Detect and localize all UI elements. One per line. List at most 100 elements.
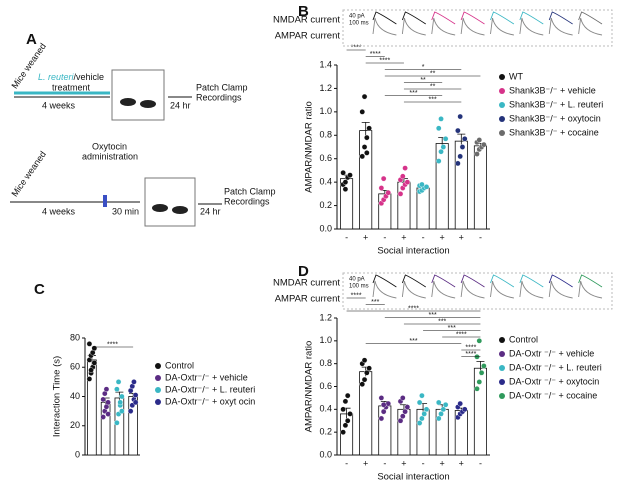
- significance-label: ***: [448, 325, 456, 332]
- trace-box: [342, 9, 613, 47]
- x-tick-label: +: [363, 232, 368, 242]
- trace: [401, 11, 426, 25]
- data-point: [340, 406, 346, 413]
- scale-bar: 40 pA: [349, 14, 365, 20]
- data-point: [359, 153, 366, 160]
- trace-label: NMDAR current: [273, 15, 340, 26]
- data-point: [397, 191, 404, 197]
- legend-label: Control: [165, 360, 194, 370]
- trace: [372, 17, 397, 36]
- wait: 30 min: [112, 206, 139, 216]
- trace: [578, 280, 603, 299]
- data-point: [476, 338, 483, 344]
- y-axis-label: AMPAR/NMDAR ratio: [304, 341, 315, 433]
- data-point: [380, 408, 387, 415]
- y-tick-label: 20: [70, 420, 80, 430]
- data-point: [100, 396, 106, 403]
- significance-label: **: [420, 77, 426, 84]
- x-tick-label: +: [401, 232, 406, 242]
- trace-label: AMPAR current: [275, 31, 341, 42]
- significance-label: ***: [429, 96, 437, 103]
- trace-box: [342, 272, 613, 310]
- timeline-start: Mice weaned: [9, 41, 48, 90]
- trace: [401, 274, 426, 288]
- y-tick-label: 1.2: [319, 83, 332, 93]
- significance-label: ****: [379, 57, 390, 64]
- legend-label: Shank3B⁻/⁻ + cocaine: [509, 127, 599, 137]
- data-point: [476, 137, 483, 143]
- trace: [431, 11, 456, 25]
- y-tick-label: 60: [70, 362, 80, 372]
- legend-marker: [155, 375, 161, 381]
- y-tick-label: 1.0: [319, 335, 332, 345]
- delay: 24 hr: [170, 100, 191, 110]
- data-point: [91, 345, 98, 352]
- legend-label: DA-Oxtr⁻/⁻ + L. reuteri: [165, 384, 255, 394]
- data-point: [342, 398, 349, 405]
- significance-label: **: [430, 70, 436, 77]
- significance-label: ****: [107, 341, 118, 348]
- trace: [460, 274, 485, 288]
- data-point: [455, 160, 461, 167]
- significance-label: ****: [370, 51, 381, 58]
- x-tick-label: -: [345, 458, 348, 468]
- significance-label: *: [422, 64, 425, 71]
- data-point: [380, 401, 387, 408]
- x-tick-label: +: [440, 232, 445, 242]
- trace: [578, 17, 603, 36]
- data-point: [91, 360, 98, 366]
- significance-label: ***: [371, 299, 379, 306]
- data-point: [435, 399, 442, 406]
- data-point: [342, 422, 349, 429]
- scale-bar: 100 ms: [349, 284, 369, 290]
- treatment-line2: treatment: [52, 82, 91, 92]
- legend-label: DA-Oxtr ⁻/⁻ + vehicle: [509, 348, 594, 358]
- trace: [578, 11, 603, 25]
- end-label: Recordings: [224, 196, 270, 206]
- data-point: [364, 150, 370, 156]
- legend-marker: [155, 363, 161, 369]
- trace: [460, 11, 485, 25]
- legend-marker: [499, 379, 505, 385]
- data-point: [119, 393, 125, 400]
- duration: 4 weeks: [42, 206, 76, 216]
- trace: [519, 17, 544, 36]
- data-point: [419, 415, 425, 422]
- legend-marker: [155, 399, 161, 405]
- data-point: [347, 172, 353, 178]
- data-point: [366, 365, 372, 372]
- trace: [372, 11, 397, 25]
- legend-label: Shank3B⁻/⁻ + L. reuteri: [509, 99, 603, 109]
- legend-marker: [499, 116, 505, 122]
- legend-label: DA-Oxtr ⁻/⁻ + cocaine: [509, 390, 597, 400]
- trace: [548, 17, 573, 36]
- x-tick-label: +: [401, 458, 406, 468]
- x-tick-label: -: [383, 232, 386, 242]
- treatment-name: L. reuteri: [38, 72, 75, 82]
- trace: [431, 274, 456, 288]
- y-tick-label: 0.4: [319, 404, 332, 414]
- data-point: [344, 392, 351, 399]
- data-point: [474, 385, 480, 392]
- data-point: [340, 169, 346, 176]
- data-point: [361, 357, 368, 364]
- data-point: [361, 144, 368, 150]
- data-point: [131, 379, 137, 385]
- data-point: [442, 401, 449, 408]
- duration: 4 weeks: [42, 100, 76, 110]
- trace: [372, 274, 397, 288]
- significance-label: **: [430, 83, 436, 90]
- data-point: [476, 379, 483, 385]
- legend-label: DA-Oxtr⁻/⁻ + vehicle: [165, 372, 248, 382]
- significance-label: ****: [465, 344, 476, 351]
- data-point: [419, 181, 425, 188]
- legend-marker: [499, 88, 505, 94]
- data-point: [474, 151, 480, 157]
- legend-marker: [499, 130, 505, 136]
- trace: [490, 280, 514, 299]
- data-point: [419, 392, 425, 399]
- panel-label: A: [26, 31, 37, 48]
- data-point: [378, 415, 385, 422]
- data-point: [86, 376, 93, 382]
